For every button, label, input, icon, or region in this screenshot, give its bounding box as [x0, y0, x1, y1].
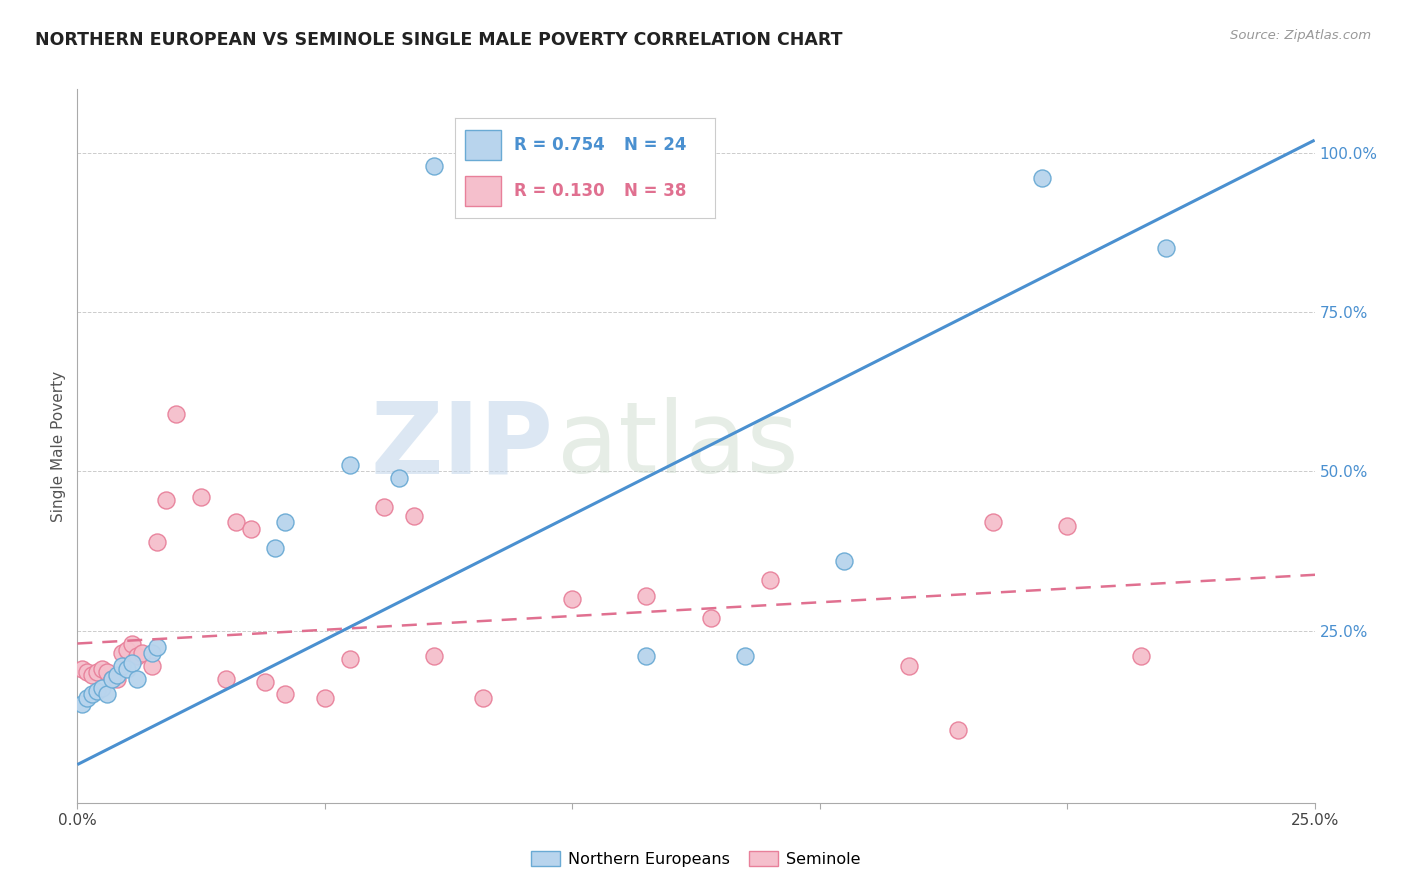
Point — [101, 672, 124, 686]
Legend: Northern Europeans, Seminole: Northern Europeans, Seminole — [524, 845, 868, 873]
Point — [105, 668, 128, 682]
Point — [141, 658, 163, 673]
Point — [91, 662, 114, 676]
Point — [561, 591, 583, 606]
Point — [1130, 649, 1153, 664]
Point — [105, 672, 128, 686]
Text: ZIP: ZIP — [371, 398, 554, 494]
Point — [472, 690, 495, 705]
Point — [274, 688, 297, 702]
Point — [339, 652, 361, 666]
Point — [131, 646, 153, 660]
Point — [96, 688, 118, 702]
Point — [82, 688, 104, 702]
Text: NORTHERN EUROPEAN VS SEMINOLE SINGLE MALE POVERTY CORRELATION CHART: NORTHERN EUROPEAN VS SEMINOLE SINGLE MAL… — [35, 31, 842, 49]
Point — [264, 541, 287, 555]
Point — [215, 672, 238, 686]
Point — [121, 636, 143, 650]
Point — [72, 662, 94, 676]
Point — [948, 723, 970, 737]
Point — [86, 665, 108, 680]
Point — [700, 611, 723, 625]
Point — [91, 681, 114, 695]
Point — [101, 672, 124, 686]
Text: atlas: atlas — [557, 398, 799, 494]
Point — [125, 672, 148, 686]
Point — [76, 665, 98, 680]
Point — [834, 554, 856, 568]
Point — [125, 649, 148, 664]
Point — [981, 516, 1004, 530]
Bar — [465, 176, 502, 206]
Point — [111, 658, 134, 673]
Point — [190, 490, 212, 504]
Point — [141, 646, 163, 660]
Point — [254, 674, 277, 689]
Point — [82, 668, 104, 682]
Point — [388, 471, 411, 485]
Point — [155, 493, 177, 508]
Point — [86, 684, 108, 698]
Point — [402, 509, 425, 524]
Point — [373, 500, 395, 514]
Point — [339, 458, 361, 472]
Point — [734, 649, 756, 664]
Point — [759, 573, 782, 587]
Point — [422, 649, 444, 664]
Point — [239, 522, 262, 536]
Point — [165, 407, 187, 421]
Point — [121, 656, 143, 670]
Point — [314, 690, 336, 705]
Point — [76, 690, 98, 705]
Point — [1031, 171, 1053, 186]
Text: Source: ZipAtlas.com: Source: ZipAtlas.com — [1230, 29, 1371, 42]
Bar — [465, 129, 502, 160]
Point — [636, 649, 658, 664]
Y-axis label: Single Male Poverty: Single Male Poverty — [51, 370, 66, 522]
Point — [1154, 242, 1177, 256]
Point — [145, 534, 167, 549]
Point — [274, 516, 297, 530]
Point — [1056, 518, 1078, 533]
Point — [636, 589, 658, 603]
Point — [115, 643, 138, 657]
Text: R = 0.754: R = 0.754 — [515, 136, 605, 153]
Text: R = 0.130: R = 0.130 — [515, 182, 605, 200]
Text: N = 24: N = 24 — [624, 136, 686, 153]
Point — [225, 516, 247, 530]
Point — [72, 697, 94, 711]
Text: N = 38: N = 38 — [624, 182, 686, 200]
Point — [96, 665, 118, 680]
Point — [422, 159, 444, 173]
Point — [111, 646, 134, 660]
Point — [145, 640, 167, 654]
Point — [897, 658, 920, 673]
Point — [115, 662, 138, 676]
